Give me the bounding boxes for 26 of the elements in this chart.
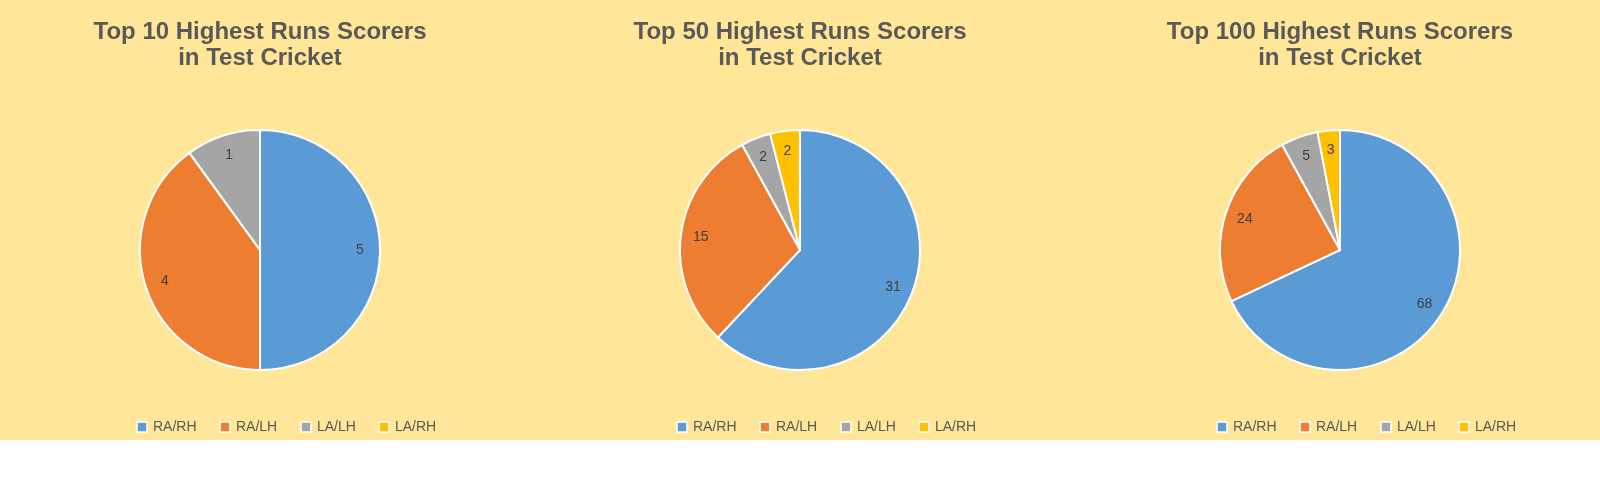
legend-label: RA/RH [153,418,197,434]
data-label: 3 [1326,141,1335,158]
data-label: 4 [161,271,169,288]
chart-title: Top 50 Highest Runs Scorers in Test Cricket [633,17,967,70]
data-label: 2 [759,148,768,165]
legend-label: LA/LH [1397,418,1436,434]
legend-label: RA/LH [236,418,278,434]
chart-title: Top 100 Highest Runs Scorers in Test Cricket [1166,17,1514,70]
data-label: 5 [1302,146,1311,163]
legend-label: LA/LH [857,418,896,434]
legend-label: RA/RH [1233,418,1277,434]
data-label: 24 [1237,210,1253,227]
legend-label: RA/RH [693,418,737,434]
legend-label: LA/RH [935,418,977,434]
legend-label: LA/LH [317,418,356,434]
chart-title: Top 10 Highest Runs Scorers in Test Cricket [93,17,427,70]
data-label: 1 [225,145,234,162]
data-label: 15 [693,228,709,245]
legend-label: LA/RH [1475,418,1517,434]
legend-label: RA/LH [1316,418,1358,434]
data-label: 2 [783,141,792,158]
legend-label: RA/LH [776,418,818,434]
data-label: 68 [1416,294,1433,311]
legend-label: LA/RH [395,418,437,434]
data-label: 31 [885,277,901,294]
data-label: 5 [356,241,365,257]
